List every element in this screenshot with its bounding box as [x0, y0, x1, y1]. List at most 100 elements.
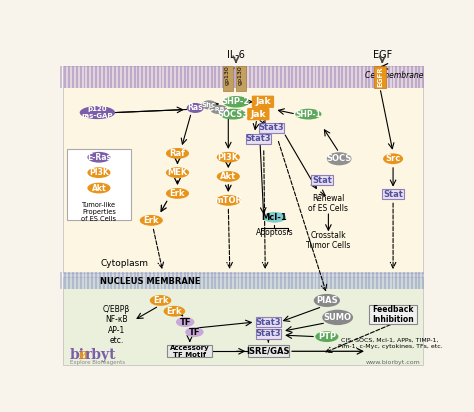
Bar [107, 66, 109, 88]
Text: p120
ras-GAP: p120 ras-GAP [82, 106, 113, 119]
Bar [411, 272, 413, 289]
Bar [199, 66, 201, 88]
Text: Stat3: Stat3 [259, 124, 284, 133]
Text: IL-6: IL-6 [227, 50, 245, 60]
Bar [310, 66, 313, 88]
Text: Crosstalk
Tumor Cells: Crosstalk Tumor Cells [306, 231, 351, 250]
Bar [83, 272, 85, 289]
Bar [326, 66, 328, 88]
Bar [80, 66, 82, 88]
Bar [426, 272, 428, 289]
Bar [180, 66, 182, 88]
Bar [337, 272, 339, 289]
Bar [107, 272, 109, 289]
Bar [110, 66, 112, 88]
Bar [357, 66, 359, 88]
Text: Akt: Akt [91, 183, 106, 192]
Bar [63, 66, 423, 273]
Bar [207, 66, 209, 88]
Bar [161, 66, 163, 88]
Text: PI3K: PI3K [89, 168, 109, 177]
Bar [72, 66, 74, 88]
Bar [122, 272, 124, 289]
Text: EGF: EGF [373, 50, 392, 60]
Bar [380, 272, 382, 289]
Bar [63, 66, 423, 88]
Bar [199, 272, 201, 289]
Text: CIS, SOCS, Mcl-1, APPs, TIMP-1,
Pim-1, c-Myc, cytokines, TFs, etc.: CIS, SOCS, Mcl-1, APPs, TIMP-1, Pim-1, c… [337, 338, 442, 349]
Bar [141, 66, 143, 88]
Bar [118, 66, 120, 88]
Text: Cytoplasm: Cytoplasm [100, 259, 148, 268]
Bar [241, 66, 243, 88]
Bar [134, 66, 136, 88]
Bar [365, 272, 366, 289]
Bar [264, 272, 266, 289]
Bar [292, 272, 293, 289]
Bar [157, 272, 159, 289]
Bar [130, 66, 132, 88]
Ellipse shape [87, 152, 110, 163]
Bar [422, 272, 424, 289]
Bar [419, 272, 420, 289]
Bar [63, 272, 423, 289]
Bar [134, 272, 136, 289]
Ellipse shape [80, 106, 115, 119]
Bar [222, 272, 224, 289]
Bar [311, 176, 333, 185]
Text: bi: bi [70, 348, 85, 362]
Bar [226, 272, 228, 289]
Bar [315, 66, 317, 88]
Bar [219, 66, 220, 88]
Text: mTOR: mTOR [214, 196, 242, 205]
Text: TF: TF [180, 318, 191, 327]
Bar [284, 272, 286, 289]
Bar [237, 272, 239, 289]
Bar [288, 272, 290, 289]
Ellipse shape [87, 167, 110, 178]
Text: SOCS3: SOCS3 [218, 110, 248, 119]
Bar [91, 272, 93, 289]
Ellipse shape [185, 327, 204, 337]
Bar [91, 66, 93, 88]
Text: Apoptosis: Apoptosis [255, 228, 293, 237]
Bar [357, 272, 359, 289]
Bar [361, 272, 363, 289]
Bar [207, 272, 209, 289]
Bar [295, 272, 297, 289]
Bar [149, 66, 151, 88]
Bar [403, 66, 405, 88]
Bar [399, 66, 401, 88]
Bar [376, 66, 378, 88]
Ellipse shape [176, 317, 194, 327]
Bar [369, 305, 417, 323]
Bar [264, 66, 266, 88]
Bar [191, 66, 193, 88]
Bar [407, 66, 409, 88]
FancyBboxPatch shape [252, 96, 274, 108]
Bar [374, 66, 386, 88]
Ellipse shape [263, 212, 286, 223]
Text: G-RB2: G-RB2 [208, 107, 230, 112]
Text: EGFR: EGFR [377, 67, 383, 87]
Bar [276, 272, 278, 289]
Text: Explore Bioreagents: Explore Bioreagents [70, 360, 125, 365]
Text: Src: Src [385, 154, 401, 163]
Ellipse shape [187, 103, 204, 113]
Bar [214, 66, 216, 88]
Bar [268, 272, 270, 289]
Text: gp130: gp130 [238, 65, 243, 85]
Text: Stat3: Stat3 [255, 318, 281, 327]
Bar [253, 272, 255, 289]
Bar [419, 66, 420, 88]
Text: Accessory
TF Motif: Accessory TF Motif [170, 345, 210, 358]
Text: Ras: Ras [187, 103, 203, 112]
Bar [68, 66, 70, 88]
Bar [259, 123, 284, 133]
Bar [395, 66, 397, 88]
Bar [341, 66, 343, 88]
Bar [392, 66, 393, 88]
Bar [145, 66, 147, 88]
Bar [303, 66, 305, 88]
Bar [80, 272, 82, 289]
